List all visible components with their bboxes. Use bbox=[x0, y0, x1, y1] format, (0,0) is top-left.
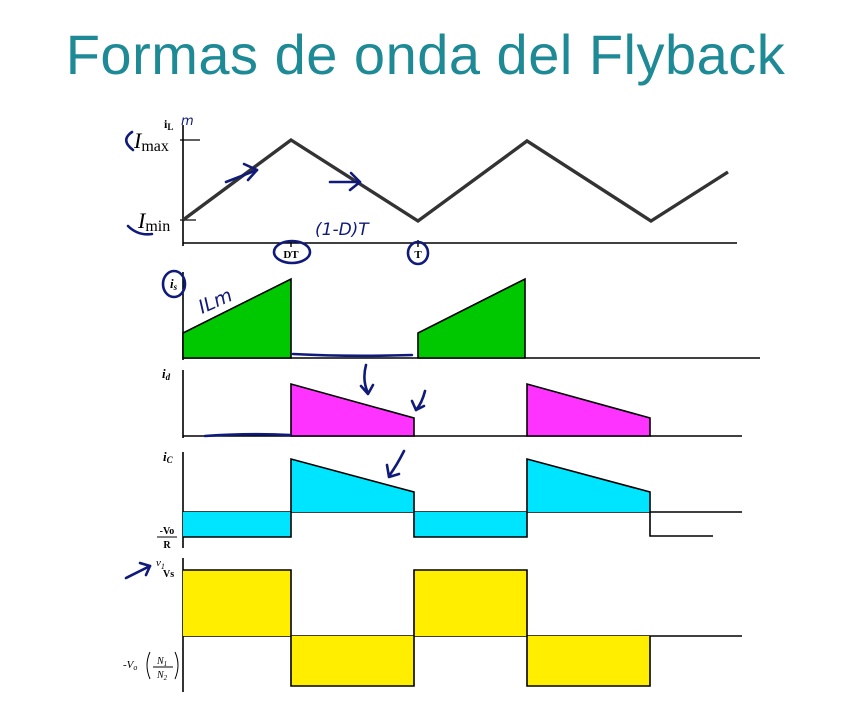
left-paren bbox=[146, 651, 151, 680]
right-paren bbox=[174, 651, 179, 680]
ic-waveform-outline bbox=[183, 457, 713, 538]
v1-positive-1 bbox=[183, 570, 291, 636]
imax-label: Imax bbox=[133, 128, 169, 155]
v1-positive-2 bbox=[414, 570, 527, 636]
imin-bracket-mark bbox=[126, 224, 154, 236]
v1-negative-1 bbox=[291, 636, 414, 686]
v1-arrow-head bbox=[138, 561, 152, 577]
ic-negative-2 bbox=[414, 512, 527, 537]
v1-waveform-outline bbox=[183, 569, 651, 687]
ic-positive-2 bbox=[527, 459, 650, 512]
vs-label: Vs bbox=[163, 569, 174, 580]
neg-vo-n-label: -Vo bbox=[123, 659, 137, 672]
capacitor-current-panel: iC -Vo R bbox=[157, 449, 742, 551]
falling-slope-arrow-head bbox=[348, 171, 362, 192]
is-pulse-2 bbox=[417, 277, 526, 359]
ic-label: iC bbox=[163, 449, 174, 465]
n2-label: N2 bbox=[156, 670, 168, 682]
t-circle-mark bbox=[406, 240, 430, 266]
is-pulse-1 bbox=[182, 277, 292, 359]
inductor-current-panel: iL Imax Imin DT T bbox=[133, 117, 737, 261]
primary-voltage-panel: v1 Vs -Vo N1 N2 bbox=[123, 557, 742, 692]
rising-slope-arrow-head bbox=[242, 162, 259, 182]
il-label: iL bbox=[164, 117, 173, 132]
ic-positive-1 bbox=[291, 459, 414, 512]
dt-label: DT bbox=[283, 249, 299, 261]
t-label: T bbox=[414, 249, 422, 261]
switch-current-panel: is bbox=[170, 272, 760, 360]
neg-vo-denominator: R bbox=[163, 540, 171, 551]
dt-circle-mark bbox=[272, 239, 312, 265]
is-label: is bbox=[170, 276, 178, 292]
v1-arrow-line bbox=[124, 564, 152, 580]
neg-vo-label: -Vo bbox=[160, 526, 175, 537]
ic-arrow-line bbox=[387, 449, 406, 478]
ic-negative-1 bbox=[183, 512, 291, 537]
il-triangle-wave bbox=[181, 137, 729, 224]
v1-negative-2 bbox=[527, 636, 650, 686]
id-label: id bbox=[162, 366, 171, 382]
imin-label: Imin bbox=[137, 208, 170, 235]
id-peak-arrow-head bbox=[359, 383, 375, 396]
il-m-annotation: m bbox=[181, 114, 194, 129]
diode-current-panel: id bbox=[162, 366, 742, 438]
imax-bracket-mark bbox=[124, 130, 135, 152]
slide-title: Formas de onda del Flyback bbox=[65, 23, 786, 86]
is-circle-mark bbox=[161, 269, 187, 299]
id-zero-ink-line bbox=[203, 432, 292, 438]
id-pulse-1 bbox=[290, 382, 415, 437]
is-zero-ink-line bbox=[291, 352, 414, 358]
v1-label: v1 bbox=[156, 557, 165, 571]
ic-arrow-head bbox=[385, 463, 401, 479]
id-peak-arrow-line bbox=[363, 363, 370, 395]
n1-label: N1 bbox=[156, 656, 167, 668]
one-minus-d-t-annotation: (1-D)T bbox=[315, 220, 370, 240]
id-end-arrow-head bbox=[410, 399, 426, 412]
rising-slope-arrow-line bbox=[224, 168, 259, 184]
id-pulse-2 bbox=[526, 382, 651, 437]
